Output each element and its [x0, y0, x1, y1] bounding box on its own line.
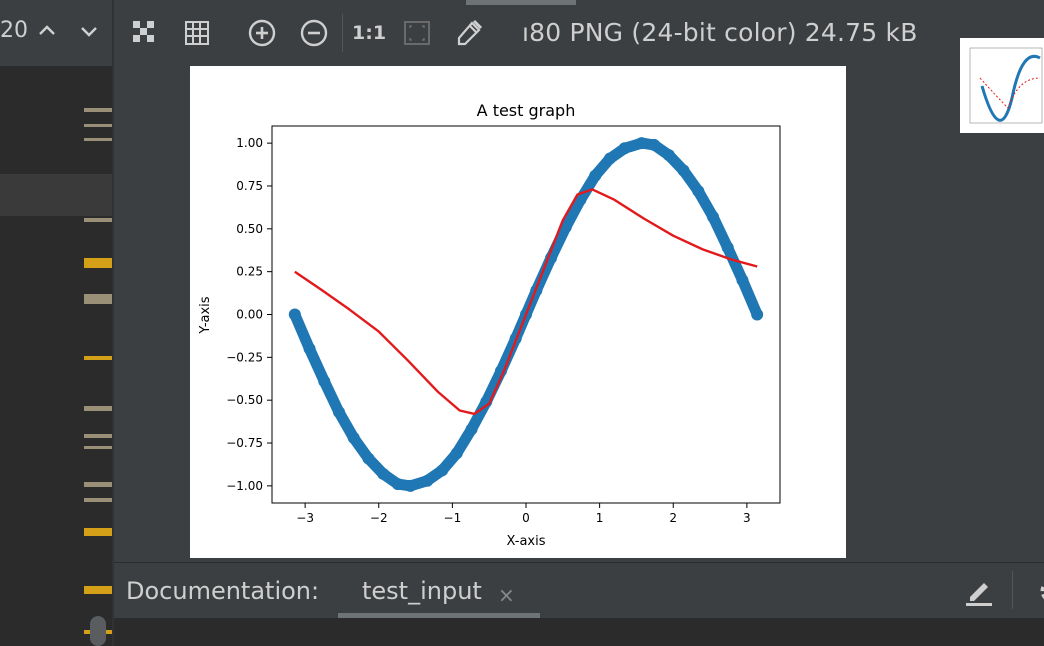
documentation-label: Documentation: — [126, 577, 320, 605]
scatter-point — [559, 221, 572, 234]
x-tick-label: 1 — [596, 511, 604, 525]
left-panel-header: 20 — [0, 0, 114, 66]
scatter-point — [692, 185, 705, 198]
error-stripe[interactable] — [84, 66, 112, 646]
left-panel: 20 — [0, 0, 114, 646]
edit-icon[interactable] — [964, 575, 994, 607]
scatter-point — [404, 479, 417, 492]
scatter-point — [347, 431, 360, 444]
scatter-point — [721, 241, 734, 254]
grid-icon[interactable] — [182, 18, 212, 48]
scatter-point — [635, 137, 648, 150]
doc-separator — [1012, 571, 1013, 609]
series-line — [294, 188, 758, 416]
stripe-marker[interactable] — [84, 108, 112, 112]
x-tick-label: 2 — [669, 511, 677, 525]
scatter-point — [618, 142, 631, 155]
scatter-point — [391, 478, 404, 491]
active-tab-indicator — [466, 0, 576, 5]
match-counter: 20 — [0, 18, 28, 43]
y-tick-label: −0.25 — [226, 350, 263, 364]
scatter-point — [662, 149, 675, 162]
scatter-point — [436, 464, 449, 477]
chart-image: A test graph −3 −2 −1 0 1 2 3 −1.00 −0.75 −0.50 −0… — [190, 66, 846, 558]
stripe-marker[interactable] — [84, 446, 112, 449]
scatter-point — [648, 138, 661, 151]
y-tick-label: 0.50 — [236, 222, 263, 236]
stripe-marker[interactable] — [84, 138, 112, 141]
scatter-point — [332, 406, 345, 419]
scrollbar-thumb[interactable] — [90, 616, 106, 646]
thumbnail-preview[interactable] — [960, 38, 1044, 133]
chevron-up-icon[interactable] — [36, 20, 58, 42]
chevron-down-icon[interactable] — [78, 20, 100, 42]
x-tick-label: −3 — [296, 511, 314, 525]
toolbar-separator — [342, 14, 343, 52]
chart-svg: A test graph −3 −2 −1 0 1 2 3 −1.00 −0.75 −0.50 −0… — [198, 101, 781, 549]
selected-row[interactable] — [0, 174, 112, 216]
stripe-marker[interactable] — [84, 406, 112, 411]
stripe-marker[interactable] — [84, 294, 112, 304]
x-tick-label: −1 — [444, 511, 462, 525]
scatter-point — [707, 210, 720, 223]
chart-axes: −3 −2 −1 0 1 2 3 −1.00 −0.75 −0.50 −0.25 0.00 0.25 0.… — [226, 136, 750, 525]
stripe-marker[interactable] — [84, 124, 112, 127]
stripe-marker[interactable] — [84, 258, 112, 268]
x-tick-label: 3 — [743, 511, 751, 525]
y-tick-label: 1.00 — [236, 136, 263, 150]
active-tab-underline — [338, 613, 540, 618]
plot-frame — [271, 125, 781, 504]
close-icon[interactable]: × — [498, 583, 515, 607]
y-tick-label: −0.50 — [226, 393, 263, 407]
stripe-marker[interactable] — [84, 498, 112, 502]
bottom-area — [114, 618, 1044, 646]
scatter-point — [450, 447, 463, 460]
stripe-marker[interactable] — [84, 356, 112, 360]
scatter-point — [677, 164, 690, 177]
scatter-point — [362, 452, 375, 465]
zoom-in-icon[interactable] — [247, 18, 277, 48]
fit-to-window-icon[interactable] — [402, 18, 432, 48]
x-axis-label: X-axis — [507, 534, 546, 549]
scatter-point — [288, 308, 301, 321]
scatter-point — [736, 274, 749, 287]
scatter-point — [377, 467, 390, 480]
scatter-point — [421, 474, 434, 487]
y-axis-label: Y-axis — [198, 296, 213, 334]
actual-size-button[interactable]: 1:1 — [352, 22, 387, 44]
stripe-marker[interactable] — [84, 528, 112, 536]
image-info: ı80 PNG (24-bit color) 24.75 kB — [522, 18, 918, 47]
stripe-marker[interactable] — [84, 434, 112, 438]
scatter-point — [318, 375, 331, 388]
x-tick-label: 0 — [522, 511, 530, 525]
stripe-marker[interactable] — [84, 218, 112, 222]
tab-test-input[interactable]: test_input — [362, 577, 482, 605]
scatter-point — [589, 169, 602, 182]
documentation-panel: Documentation: test_input × — [114, 562, 1044, 619]
y-tick-label: 0.25 — [236, 265, 263, 279]
thumbnail-plot-icon — [969, 47, 1043, 124]
scatter-point — [751, 308, 764, 321]
zoom-out-icon[interactable] — [299, 18, 329, 48]
stripe-marker[interactable] — [84, 482, 112, 487]
gear-icon[interactable] — [1032, 577, 1044, 605]
pane-divider[interactable] — [112, 0, 114, 646]
y-tick-label: −1.00 — [226, 479, 263, 493]
y-tick-label: 0.00 — [236, 308, 263, 322]
scatter-point — [303, 342, 316, 355]
chart-series — [288, 137, 764, 492]
stripe-marker[interactable] — [84, 586, 112, 594]
scatter-point — [603, 152, 616, 165]
y-tick-label: 0.75 — [236, 179, 263, 193]
image-toolbar: 1:1 — [114, 0, 1044, 66]
scatter-point — [465, 423, 478, 436]
color-picker-icon[interactable] — [454, 18, 484, 48]
y-tick-label: −0.75 — [226, 436, 263, 450]
chart-title: A test graph — [477, 101, 576, 120]
x-tick-label: −2 — [370, 511, 388, 525]
checkerboard-icon[interactable] — [130, 18, 160, 48]
